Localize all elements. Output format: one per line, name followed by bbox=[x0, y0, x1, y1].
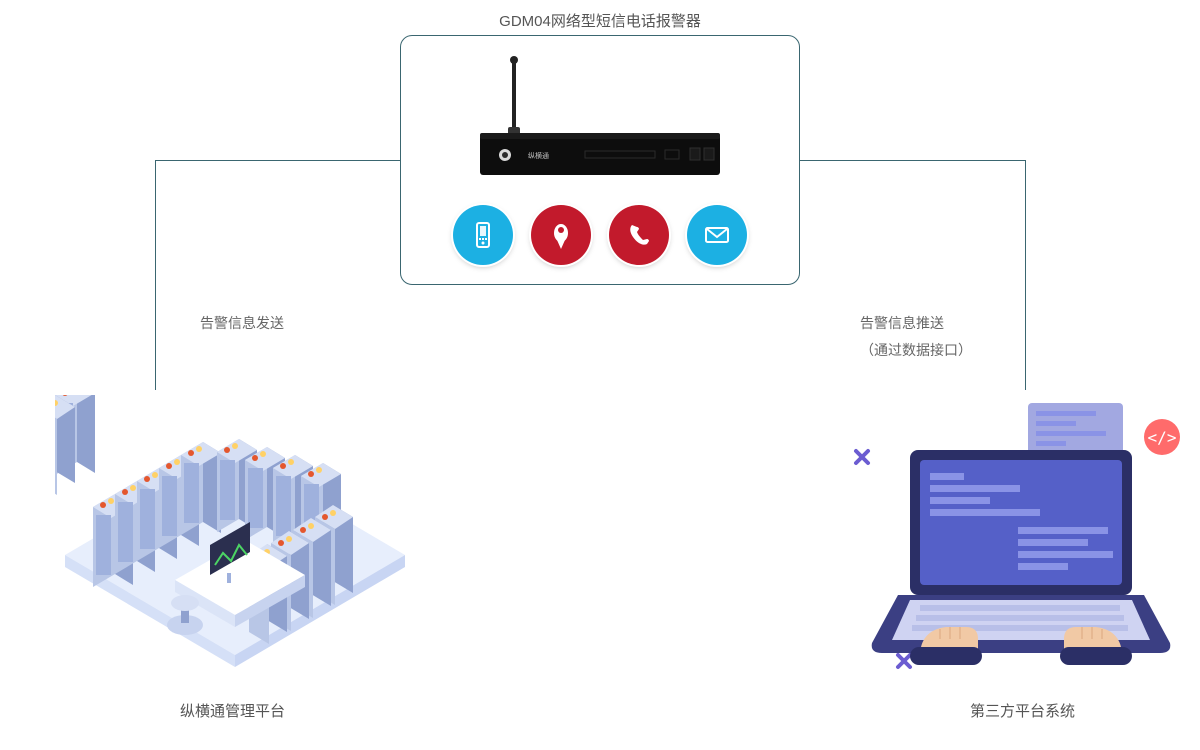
connector-right-horizontal bbox=[800, 160, 1025, 161]
laptop-illustration: </> bbox=[850, 395, 1190, 685]
connector-right-vertical bbox=[1025, 160, 1026, 390]
phone-icon bbox=[609, 205, 669, 265]
edge-label-left: 告警信息发送 bbox=[200, 310, 284, 337]
location-icon bbox=[531, 205, 591, 265]
datacenter-illustration bbox=[55, 395, 415, 685]
edge-label-right-line2: （通过数据接口） bbox=[860, 337, 972, 364]
caption-datacenter: 纵横通管理平台 bbox=[180, 700, 285, 721]
mobile-icon bbox=[453, 205, 513, 265]
edge-label-right-line1: 告警信息推送 bbox=[860, 310, 972, 337]
device-title: GDM04网络型短信电话报警器 bbox=[499, 10, 701, 31]
svg-text:</>: </> bbox=[1148, 428, 1177, 447]
mail-icon bbox=[687, 205, 747, 265]
device-box: 纵横通 bbox=[400, 35, 800, 285]
connector-left-horizontal bbox=[155, 160, 400, 161]
device-illustration: 纵横通 bbox=[450, 55, 750, 195]
svg-text:纵横通: 纵横通 bbox=[528, 151, 549, 160]
edge-label-right: 告警信息推送 （通过数据接口） bbox=[860, 310, 972, 363]
feature-icon-row bbox=[453, 205, 747, 265]
connector-left-vertical bbox=[155, 160, 156, 390]
caption-thirdparty: 第三方平台系统 bbox=[970, 700, 1075, 721]
